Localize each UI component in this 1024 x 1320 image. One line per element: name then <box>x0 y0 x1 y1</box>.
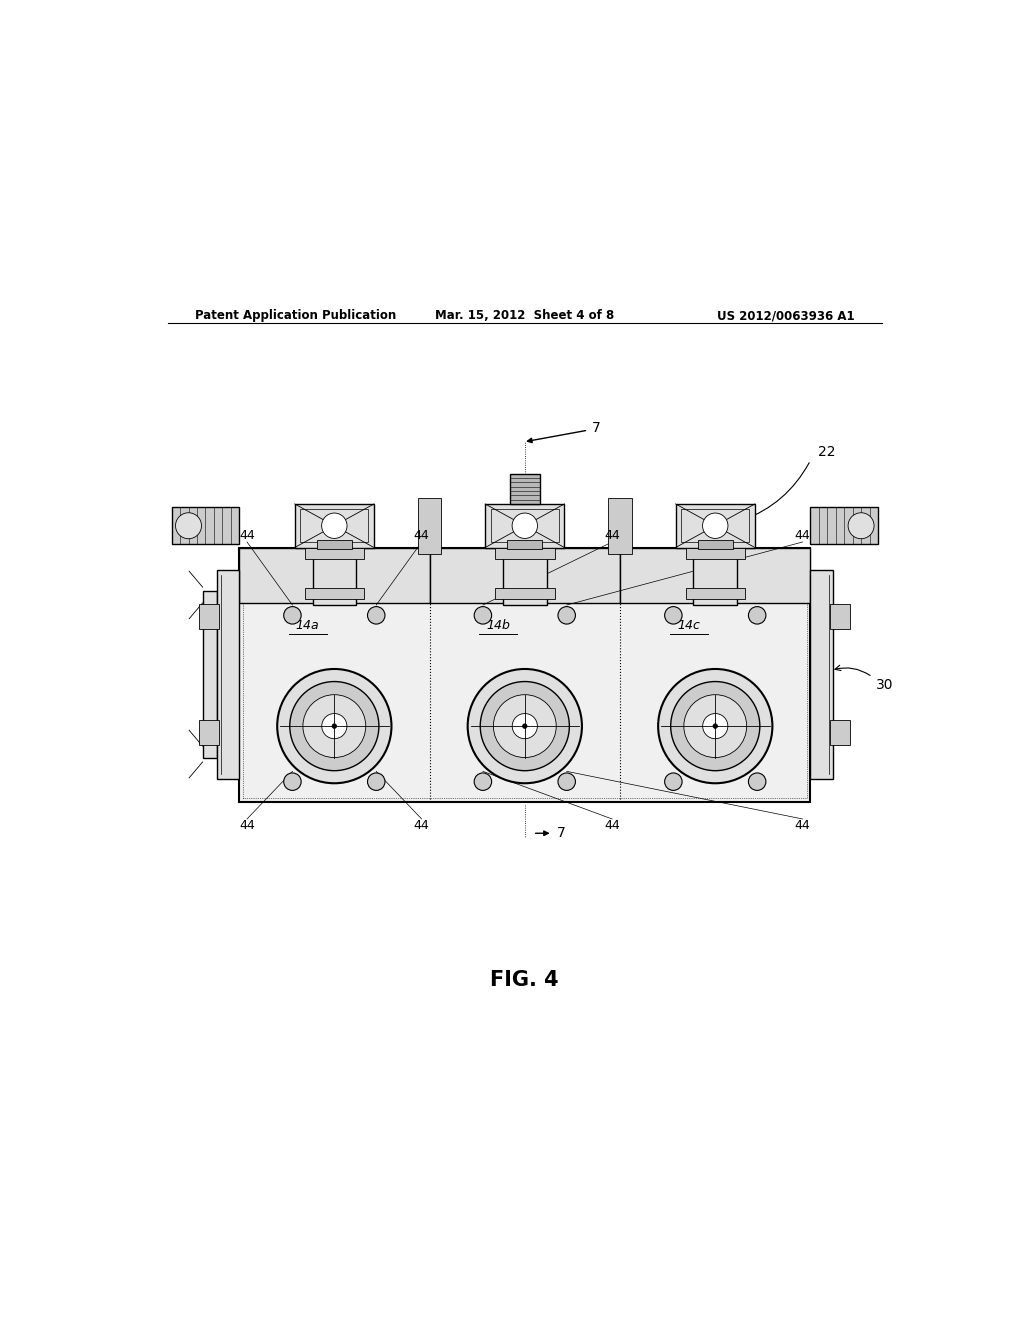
Text: 14b: 14b <box>486 619 510 632</box>
Circle shape <box>848 512 874 539</box>
Bar <box>203 591 217 758</box>
Text: 44: 44 <box>414 818 429 832</box>
Bar <box>172 507 240 544</box>
Circle shape <box>322 714 347 739</box>
Circle shape <box>558 774 575 791</box>
Circle shape <box>749 774 766 791</box>
Bar <box>830 721 850 746</box>
Bar <box>507 540 543 549</box>
Text: 14c: 14c <box>677 619 700 632</box>
Bar <box>830 603 850 628</box>
Bar <box>485 504 564 548</box>
Circle shape <box>512 513 538 539</box>
Text: 11b: 11b <box>513 566 537 579</box>
Circle shape <box>468 669 582 783</box>
Bar <box>495 587 555 599</box>
Bar <box>217 570 240 779</box>
Text: 44: 44 <box>240 818 255 832</box>
Circle shape <box>702 714 728 739</box>
Text: 22: 22 <box>818 445 836 459</box>
Circle shape <box>284 774 301 791</box>
Circle shape <box>684 694 746 758</box>
Text: 44: 44 <box>414 529 429 543</box>
Circle shape <box>494 694 556 758</box>
Circle shape <box>702 513 728 539</box>
Bar <box>312 549 356 605</box>
Bar <box>295 504 374 548</box>
Bar <box>811 507 878 544</box>
Circle shape <box>749 607 766 624</box>
Bar <box>490 510 559 543</box>
Text: 11c: 11c <box>703 566 727 579</box>
Text: 30: 30 <box>877 678 894 692</box>
Bar <box>240 548 430 603</box>
Bar <box>304 548 365 560</box>
Text: 44: 44 <box>795 529 810 543</box>
Circle shape <box>474 607 492 624</box>
Bar <box>503 549 547 605</box>
Bar <box>676 504 755 548</box>
Circle shape <box>558 607 575 624</box>
Bar <box>811 591 824 758</box>
Bar <box>693 549 737 605</box>
Text: 7: 7 <box>592 421 601 434</box>
Circle shape <box>175 512 202 539</box>
Bar <box>300 510 369 543</box>
Bar <box>240 548 811 801</box>
Bar <box>243 552 807 797</box>
Text: 44: 44 <box>604 818 620 832</box>
Bar <box>685 548 745 560</box>
Text: 14a: 14a <box>296 619 319 632</box>
Bar <box>304 587 365 599</box>
Circle shape <box>332 723 337 729</box>
Text: 7: 7 <box>557 826 565 841</box>
Circle shape <box>278 669 391 783</box>
Bar <box>510 474 540 504</box>
Circle shape <box>480 681 569 771</box>
Text: 11a: 11a <box>323 566 346 579</box>
Text: 44: 44 <box>795 818 810 832</box>
Text: FIG. 4: FIG. 4 <box>490 970 559 990</box>
Circle shape <box>368 607 385 624</box>
Circle shape <box>522 723 527 729</box>
Circle shape <box>303 694 366 758</box>
Bar <box>608 498 632 554</box>
Bar <box>811 570 833 779</box>
Circle shape <box>512 714 538 739</box>
Circle shape <box>665 774 682 791</box>
Text: US 2012/0063936 A1: US 2012/0063936 A1 <box>717 309 854 322</box>
Bar <box>200 603 219 628</box>
Bar <box>316 540 352 549</box>
Text: 44: 44 <box>604 529 620 543</box>
Circle shape <box>474 774 492 791</box>
Circle shape <box>322 513 347 539</box>
Circle shape <box>290 681 379 771</box>
Bar <box>681 510 750 543</box>
Bar <box>495 548 555 560</box>
Bar <box>620 548 810 603</box>
Bar <box>430 548 621 603</box>
Bar <box>200 721 219 746</box>
Text: Mar. 15, 2012  Sheet 4 of 8: Mar. 15, 2012 Sheet 4 of 8 <box>435 309 614 322</box>
Text: Patent Application Publication: Patent Application Publication <box>196 309 396 322</box>
Bar <box>418 498 441 554</box>
Circle shape <box>658 669 772 783</box>
Circle shape <box>368 774 385 791</box>
Circle shape <box>713 723 718 729</box>
Bar <box>697 540 733 549</box>
Circle shape <box>671 681 760 771</box>
Bar <box>685 587 745 599</box>
Text: 44: 44 <box>240 529 255 543</box>
Circle shape <box>665 607 682 624</box>
Circle shape <box>284 607 301 624</box>
